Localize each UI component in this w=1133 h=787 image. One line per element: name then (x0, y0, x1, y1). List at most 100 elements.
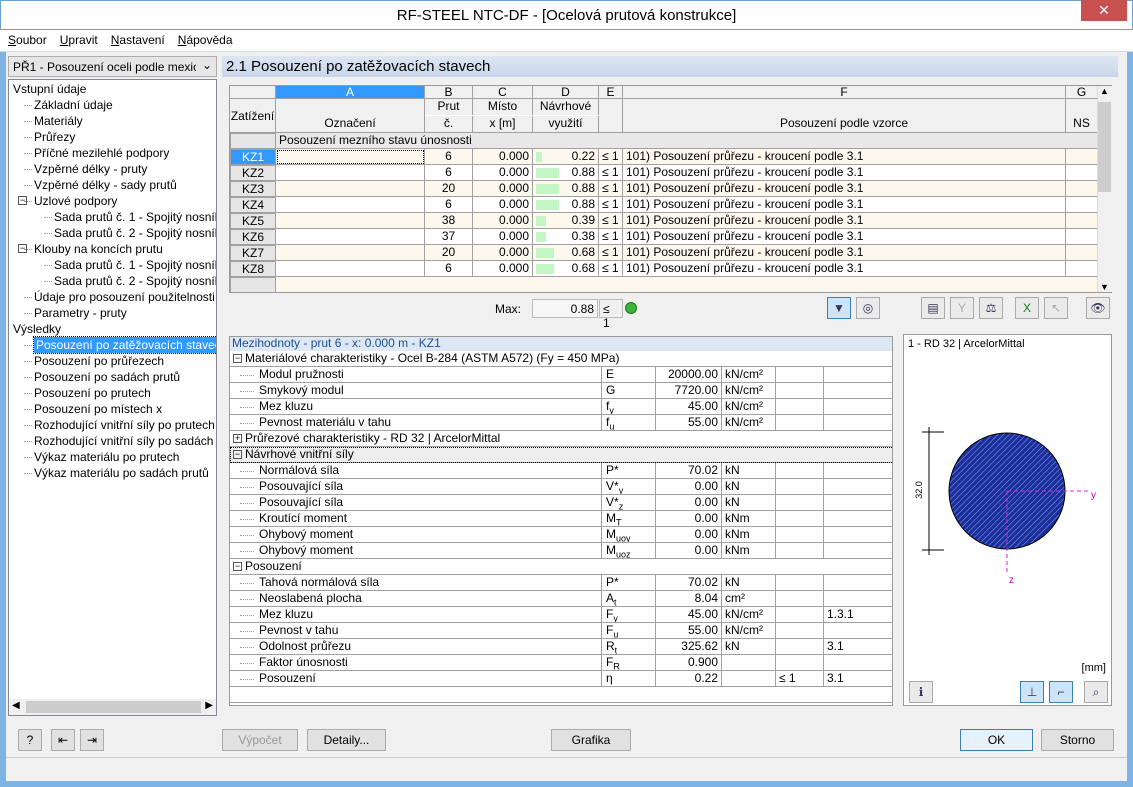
scroll-down-icon[interactable]: ▼ (1100, 282, 1109, 292)
cell-formula[interactable]: 101) Posouzení průřezu - kroucení podle … (623, 149, 1066, 165)
column-letter-G[interactable]: G (1066, 86, 1098, 99)
tree-item[interactable]: Materiály (34, 114, 83, 128)
cell-ns[interactable] (1066, 245, 1098, 261)
filter-members-button[interactable]: ▼ (827, 297, 851, 319)
cell-formula[interactable]: 101) Posouzení průřezu - kroucení podle … (623, 261, 1066, 277)
column-letter-D[interactable]: D (533, 86, 599, 99)
cell-name[interactable] (276, 229, 425, 245)
cell-location[interactable]: 0.000 (473, 165, 533, 181)
info-button[interactable]: ℹ (909, 681, 933, 703)
cell-location[interactable]: 0.000 (473, 261, 533, 277)
cell-ns[interactable] (1066, 181, 1098, 197)
view-mode-button[interactable]: 👁 (1086, 297, 1110, 319)
group-row[interactable]: − Návrhové vnitřní síly (230, 447, 892, 463)
tree-item[interactable]: Klouby na koncích prutu (34, 242, 163, 256)
cell-condition[interactable]: ≤ 1 (599, 165, 623, 181)
reset-view-button[interactable]: ⌕ (1084, 681, 1108, 703)
cell-formula[interactable]: 101) Posouzení průřezu - kroucení podle … (623, 213, 1066, 229)
tree-item[interactable]: Vstupní údaje (13, 82, 87, 96)
scrollbar-thumb[interactable] (26, 701, 201, 713)
cell-member[interactable]: 38 (425, 213, 473, 229)
relation-scale-button[interactable]: ⚖ (979, 297, 1003, 319)
cell-member[interactable]: 37 (425, 229, 473, 245)
row-header-load[interactable]: KZ4 (230, 197, 276, 213)
cell-condition[interactable]: ≤ 1 (599, 261, 623, 277)
cell-location[interactable]: 0.000 (473, 213, 533, 229)
tree-item[interactable]: Rozhodující vnitřní síly po sadách prutů (34, 434, 216, 448)
tree-item[interactable]: Parametry - pruty (34, 306, 127, 320)
column-letter-C[interactable]: C (473, 86, 533, 99)
cell-name[interactable] (276, 181, 425, 197)
cell-condition[interactable]: ≤ 1 (599, 149, 623, 165)
menu-nastaveni[interactable]: Nastavení (110, 33, 165, 47)
row-header-load[interactable]: KZ1 (230, 149, 276, 165)
tree-item[interactable]: Posouzení po zatěžovacích stavech (32, 336, 216, 354)
cell-condition[interactable]: ≤ 1 (599, 213, 623, 229)
cell-utilization[interactable]: 0.88 (533, 181, 599, 197)
tree-horizontal-scrollbar[interactable]: ◀ ▶ (9, 699, 216, 715)
tree-item[interactable]: Rozhodující vnitřní síly po prutech (34, 418, 215, 432)
export-button[interactable]: ⇥ (80, 729, 104, 751)
cell-location[interactable]: 0.000 (473, 197, 533, 213)
tree-item[interactable]: Uzlové podpory (34, 194, 118, 208)
cell-location[interactable]: 0.000 (473, 229, 533, 245)
group-row[interactable]: + Průřezové charakteristiky - RD 32 | Arc… (230, 431, 892, 447)
cell-member[interactable]: 6 (425, 197, 473, 213)
cell-ns[interactable] (1066, 149, 1098, 165)
cell-utilization[interactable]: 0.68 (533, 261, 599, 277)
tree-item[interactable]: Vzpěrné délky - sady prutů (34, 178, 177, 192)
cell-location[interactable]: 0.000 (473, 149, 533, 165)
cell-name[interactable] (276, 261, 425, 277)
import-button[interactable]: ⇤ (51, 729, 75, 751)
group-row[interactable]: − Posouzení (230, 559, 892, 575)
row-header-load[interactable]: KZ3 (230, 181, 276, 197)
cell-ns[interactable] (1066, 229, 1098, 245)
tree-item[interactable]: Sada prutů č. 1 - Spojitý nosník 1 (54, 210, 217, 224)
cell-ns[interactable] (1066, 261, 1098, 277)
cell-formula[interactable]: 101) Posouzení průřezu - kroucení podle … (623, 165, 1066, 181)
scroll-left-icon[interactable]: ◀ (12, 700, 20, 711)
cell-member[interactable]: 20 (425, 245, 473, 261)
tree-item[interactable]: Posouzení po sadách prutů (34, 370, 181, 384)
tree-item[interactable]: Údaje pro posouzení použitelnosti (34, 290, 215, 304)
tree-item[interactable]: Průřezy (34, 130, 76, 144)
row-header-load[interactable]: KZ7 (230, 245, 276, 261)
scrollbar-thumb[interactable] (1098, 102, 1111, 192)
cell-name[interactable] (276, 213, 425, 229)
close-button[interactable]: ✕ (1081, 0, 1127, 21)
row-header-load[interactable]: KZ5 (230, 213, 276, 229)
tree-item[interactable]: Posouzení po prutech (34, 386, 151, 400)
tree-item[interactable]: Posouzení po místech x (34, 402, 163, 416)
collapse-icon[interactable]: − (18, 243, 27, 253)
cell-utilization[interactable]: 0.68 (533, 245, 599, 261)
cell-member[interactable]: 6 (425, 149, 473, 165)
group-row[interactable]: − Materiálové charakteristiky - Ocel B-28… (230, 351, 892, 367)
tree-item[interactable]: Výsledky (13, 322, 62, 336)
cell-ns[interactable] (1066, 165, 1098, 181)
view-member-button[interactable]: ◎ (856, 297, 880, 319)
cell-formula[interactable]: 101) Posouzení průřezu - kroucení podle … (623, 245, 1066, 261)
cell-formula[interactable]: 101) Posouzení průřezu - kroucení podle … (623, 181, 1066, 197)
collapse-icon[interactable]: − (233, 449, 242, 459)
collapse-icon[interactable]: − (233, 561, 242, 571)
tree-item[interactable]: Posouzení po průřezech (34, 354, 165, 368)
menu-napoveda[interactable]: Nápověda (177, 33, 233, 47)
expand-icon[interactable]: + (233, 433, 242, 443)
cell-condition[interactable]: ≤ 1 (599, 181, 623, 197)
cell-condition[interactable]: ≤ 1 (599, 197, 623, 213)
color-bars-button[interactable]: ▤ (921, 297, 945, 319)
scroll-right-icon[interactable]: ▶ (205, 700, 213, 711)
details-button[interactable]: Detaily... (307, 729, 386, 751)
cell-name[interactable] (276, 165, 425, 181)
tree-item[interactable]: Výkaz materiálu po prutech (34, 450, 180, 464)
cell-location[interactable]: 0.000 (473, 245, 533, 261)
tree-item[interactable]: Výkaz materiálu po sadách prutů (34, 466, 209, 480)
cell-member[interactable]: 20 (425, 181, 473, 197)
cell-utilization[interactable]: 0.39 (533, 213, 599, 229)
excel-export-button[interactable]: X (1015, 297, 1039, 319)
cell-utilization[interactable]: 0.88 (533, 165, 599, 181)
row-header-load[interactable]: KZ2 (230, 165, 276, 181)
cell-formula[interactable]: 101) Posouzení průřezu - kroucení podle … (623, 197, 1066, 213)
tree-item[interactable]: Základní údaje (34, 98, 113, 112)
column-letter-E[interactable]: E (599, 86, 623, 99)
